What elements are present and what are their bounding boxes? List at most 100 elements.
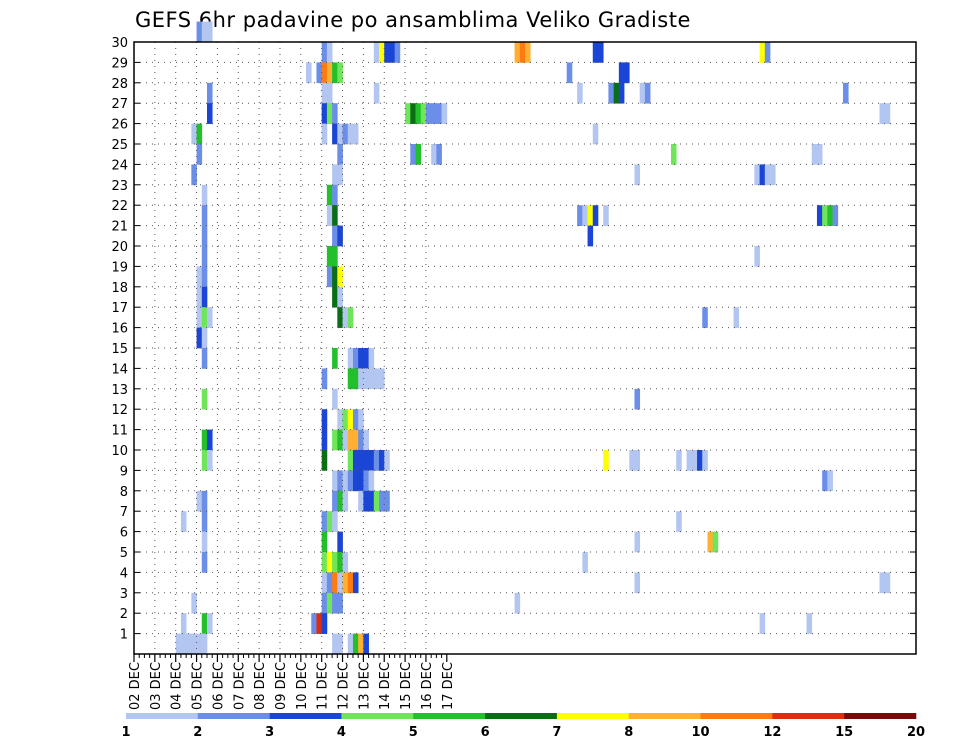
heatmap-cell — [201, 21, 208, 43]
heatmap-cell — [337, 286, 343, 308]
x-tick-label: 11 DEC — [316, 662, 331, 710]
heatmap-cell — [592, 42, 599, 63]
y-tick-label: 18 — [111, 281, 128, 296]
heatmap-cell — [206, 429, 213, 451]
heatmap-cell — [363, 633, 369, 655]
y-axis: 1234567891011121314151617181920212223242… — [111, 36, 916, 643]
heatmap-cell — [326, 82, 333, 104]
heatmap-cell — [201, 286, 208, 308]
heatmap-cell — [326, 205, 333, 226]
heatmap-cell — [358, 470, 364, 492]
heatmap-cell — [733, 307, 740, 328]
heatmap-cell — [368, 470, 375, 492]
heatmap-cell — [420, 103, 427, 124]
colorbar-segment — [772, 713, 845, 719]
heatmap-cell — [196, 21, 203, 43]
colorbar-label: 2 — [193, 725, 202, 740]
cells-layer — [175, 21, 891, 655]
colorbar-segment — [126, 713, 199, 719]
x-tick-label: 13 DEC — [357, 662, 372, 710]
heatmap-cell — [321, 450, 328, 471]
x-tick-label: 03 DEC — [149, 662, 164, 710]
heatmap-cell — [342, 572, 349, 594]
heatmap-cell — [186, 633, 192, 655]
heatmap-cell — [332, 592, 338, 614]
heatmap-cell — [201, 307, 208, 328]
heatmap-cell — [816, 144, 823, 165]
heatmap-cell — [332, 246, 338, 267]
heatmap-cell — [337, 490, 343, 512]
x-tick-label: 10 DEC — [295, 662, 310, 710]
heatmap-cell — [191, 123, 197, 145]
heatmap-cell — [368, 348, 375, 369]
heatmap-cell — [832, 205, 839, 226]
heatmap-cell — [326, 592, 333, 614]
heatmap-cell — [405, 103, 411, 124]
heatmap-cell — [759, 613, 766, 634]
heatmap-cell — [332, 103, 338, 124]
heatmap-cell — [201, 184, 208, 206]
heatmap-cell — [326, 266, 333, 288]
heatmap-cell — [410, 144, 416, 165]
heatmap-cell — [379, 450, 385, 471]
y-tick-label: 16 — [111, 322, 128, 337]
heatmap-cell — [337, 62, 343, 84]
heatmap-cell — [384, 490, 390, 512]
heatmap-cell — [827, 470, 833, 492]
heatmap-cell — [379, 490, 385, 512]
x-tick-label: 12 DEC — [337, 662, 352, 710]
heatmap-cell — [332, 388, 338, 410]
colorbar-label: 3 — [265, 725, 274, 740]
heatmap-cell — [358, 490, 364, 512]
heatmap-cell — [347, 409, 354, 430]
heatmap-cell — [321, 409, 328, 430]
heatmap-cell — [822, 205, 828, 226]
y-tick-label: 21 — [111, 220, 128, 235]
heatmap-cell — [634, 164, 641, 186]
heatmap-cell — [843, 82, 849, 104]
heatmap-cell — [332, 184, 338, 206]
heatmap-cell — [754, 246, 760, 267]
heatmap-cell — [613, 82, 620, 104]
heatmap-cell — [326, 246, 333, 267]
heatmap-cell — [321, 62, 328, 84]
heatmap-cell — [201, 450, 208, 471]
y-tick-label: 14 — [111, 362, 128, 377]
heatmap-cell — [337, 123, 343, 145]
heatmap-cell — [337, 572, 343, 594]
heatmap-cell — [764, 164, 771, 186]
heatmap-cell — [321, 123, 328, 145]
heatmap-cell — [822, 470, 828, 492]
heatmap-cell — [201, 388, 208, 410]
heatmap-cell — [347, 348, 354, 369]
heatmap-cell — [191, 164, 197, 186]
heatmap-cell — [577, 82, 583, 104]
heatmap-cell — [201, 552, 208, 573]
heatmap-cell — [206, 307, 213, 328]
heatmap-cell — [337, 633, 343, 655]
heatmap-cell — [373, 368, 380, 390]
heatmap-cell — [342, 307, 349, 328]
heatmap-cell — [321, 42, 328, 63]
heatmap-cell — [321, 552, 328, 573]
y-tick-label: 8 — [120, 485, 128, 500]
heatmap-cell — [196, 307, 203, 328]
heatmap-cell — [332, 429, 338, 451]
heatmap-cell — [363, 470, 369, 492]
heatmap-cell — [191, 633, 197, 655]
heatmap-cell — [332, 266, 338, 288]
heatmap-cell — [712, 531, 719, 553]
heatmap-cell — [676, 450, 682, 471]
heatmap-cell — [196, 123, 203, 145]
y-tick-label: 23 — [111, 179, 128, 194]
heatmap-cell — [352, 368, 359, 390]
x-tick-label: 04 DEC — [170, 662, 185, 710]
heatmap-cell — [441, 103, 448, 124]
colorbar-label: 20 — [907, 725, 925, 740]
heatmap-cell — [603, 205, 609, 226]
heatmap-cell — [332, 164, 338, 186]
heatmap-cell — [196, 327, 203, 349]
heatmap-cell — [639, 82, 646, 104]
heatmap-cell — [180, 511, 187, 532]
heatmap-cell — [332, 490, 338, 512]
